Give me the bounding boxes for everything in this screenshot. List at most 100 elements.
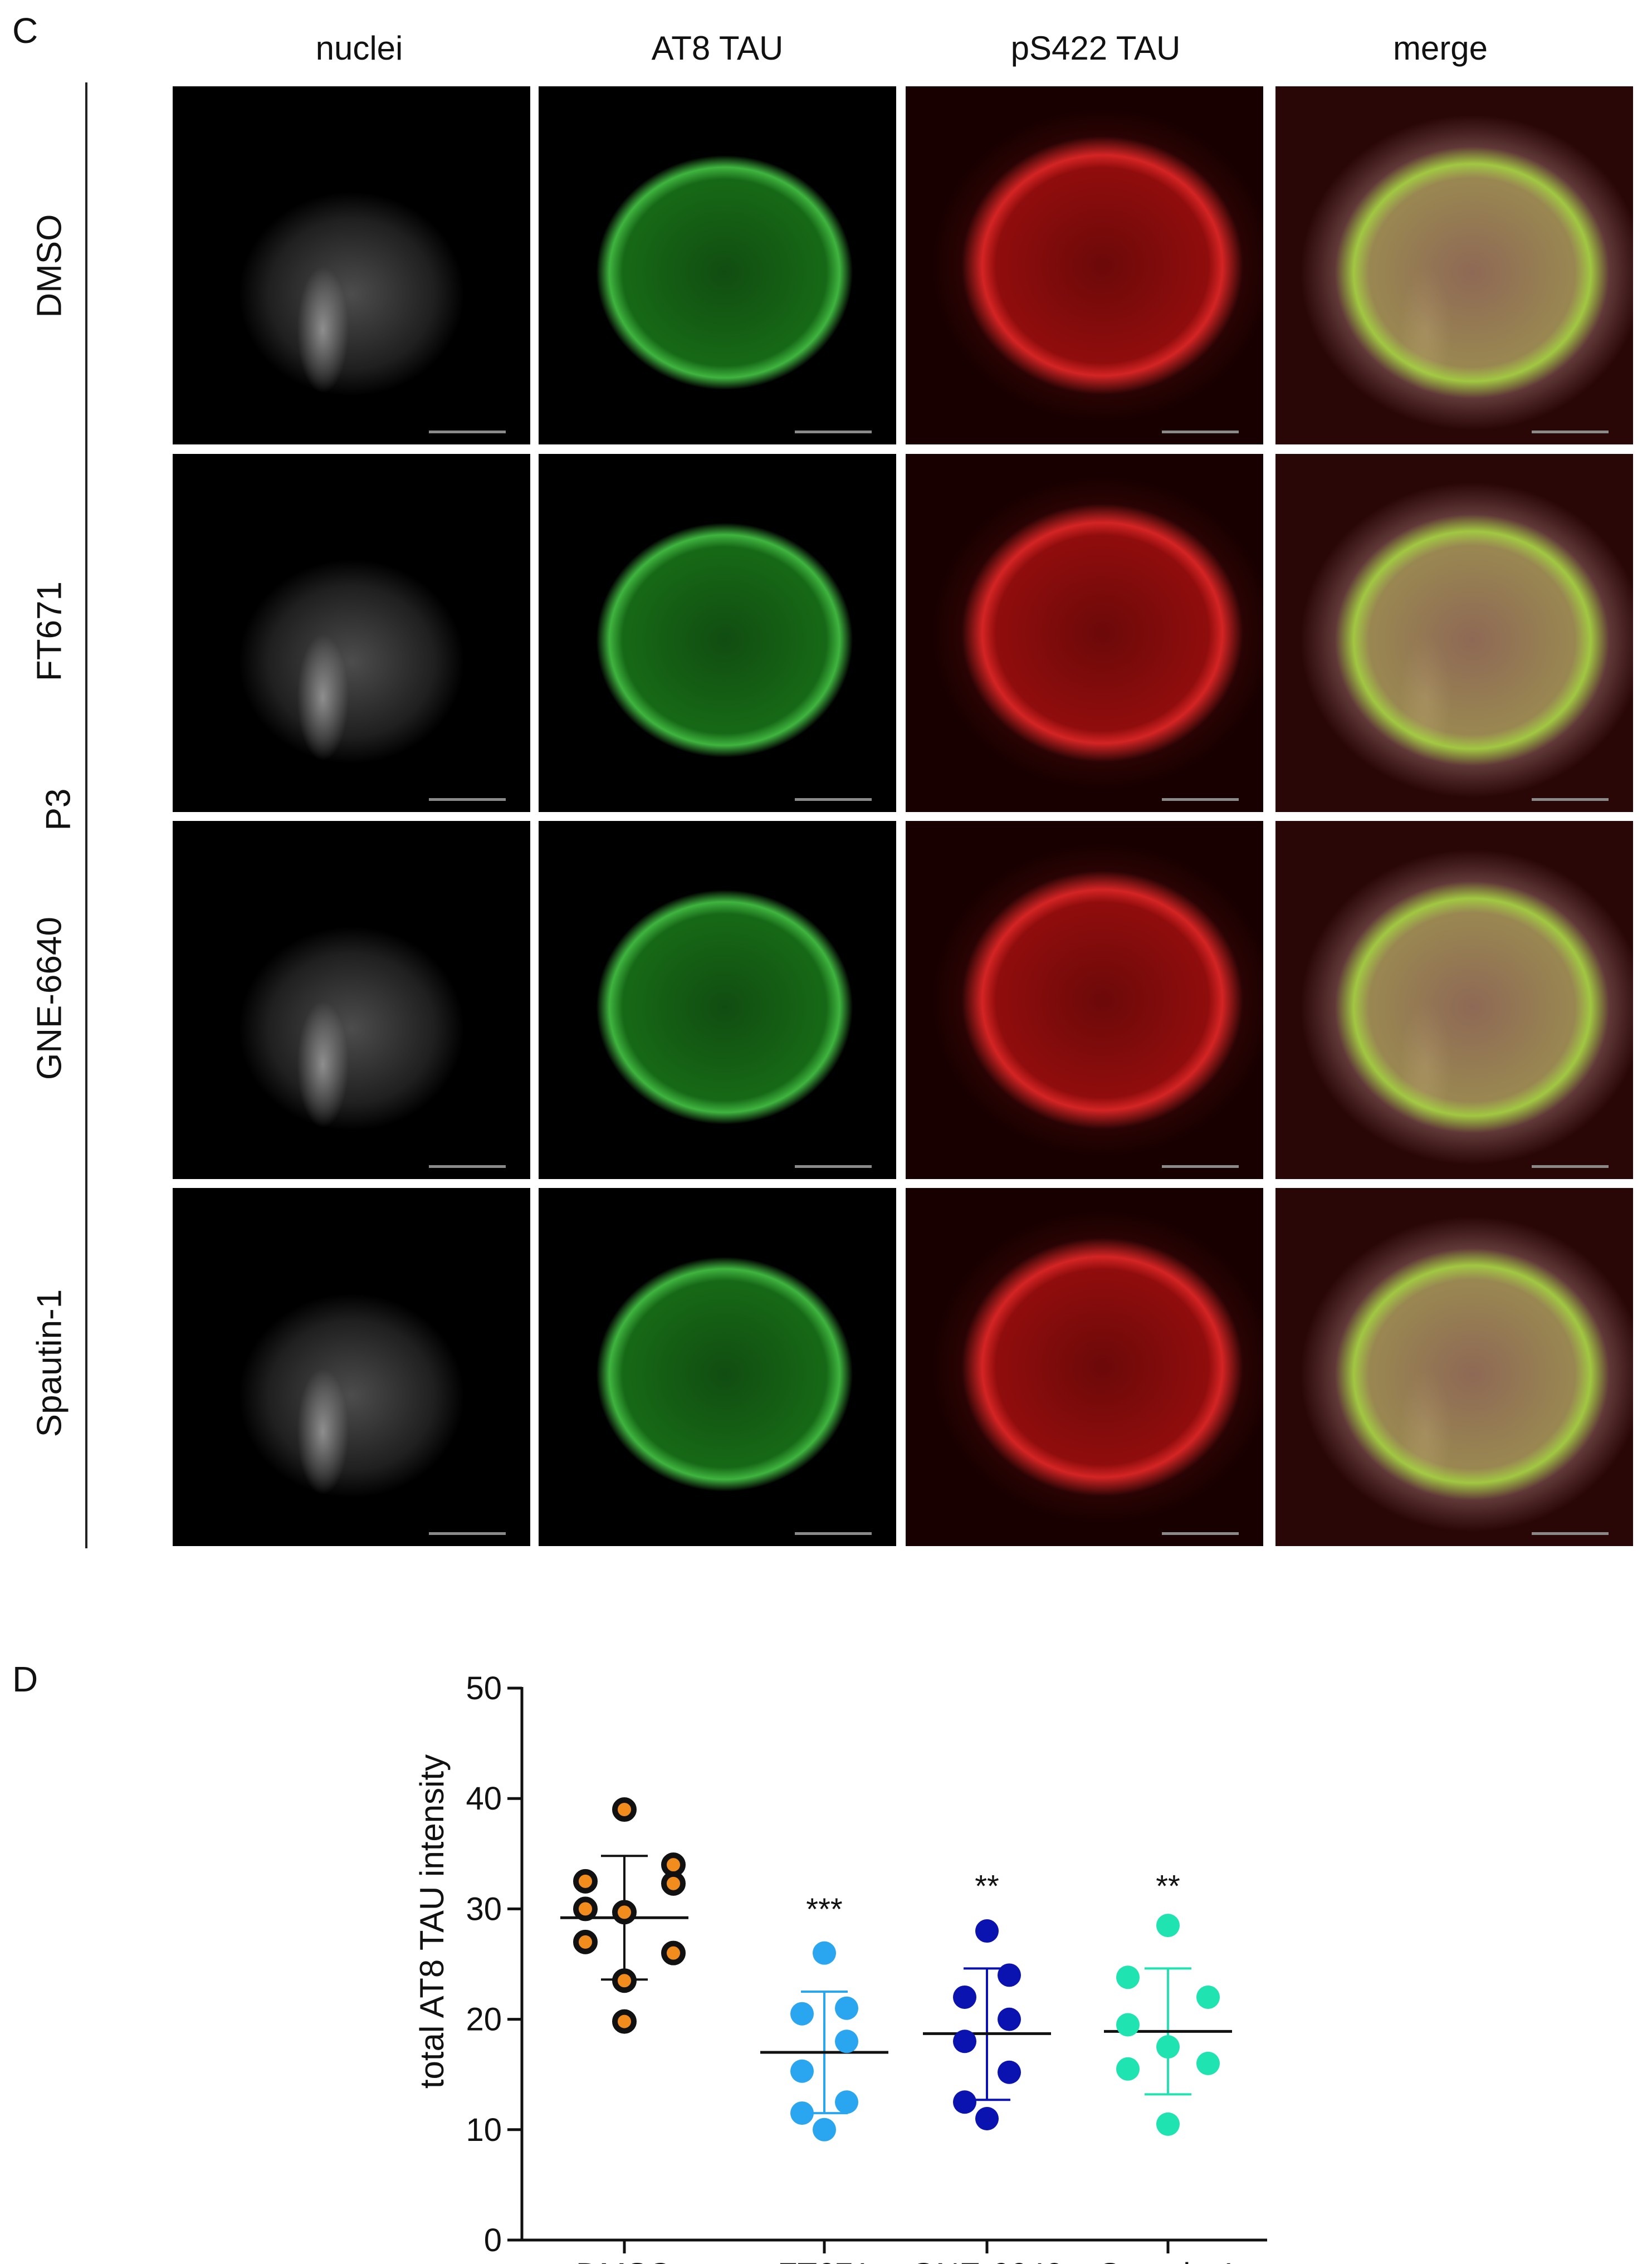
micrograph-ps422-dmso — [906, 86, 1263, 444]
micrograph-tissue-section — [173, 454, 530, 812]
micrograph-nuclei-gne-6640 — [173, 821, 530, 1179]
micrograph-tissue-section — [906, 821, 1263, 1179]
micrograph-tissue-section — [539, 454, 896, 812]
data-point-ft671 — [790, 2059, 814, 2083]
scale-bar — [795, 431, 872, 433]
data-point-dmso — [573, 1896, 598, 1921]
y-tick-label: 50 — [466, 1670, 502, 1706]
data-point-dmso — [612, 1968, 637, 1993]
x-tick-label: GNE-6640 — [911, 2257, 1063, 2264]
micrograph-tissue-section — [173, 86, 530, 444]
micrograph-tissue-section — [1275, 1188, 1633, 1546]
scale-bar — [429, 1532, 506, 1535]
micrograph-tissue-section — [539, 1188, 896, 1546]
data-point-gne-6640 — [998, 1963, 1021, 1987]
data-point-gne-6640 — [953, 1985, 976, 2009]
column-label-merge: merge — [1392, 30, 1488, 67]
data-point-ft671 — [790, 2101, 814, 2125]
micrograph-tissue-section — [539, 86, 896, 444]
data-point-spautin-1 — [1196, 1985, 1220, 2009]
scale-bar — [1162, 798, 1239, 801]
micrograph-tissue-section — [1275, 454, 1633, 812]
data-point-ft671 — [835, 1996, 858, 2020]
micrograph-ps422-ft671 — [906, 454, 1263, 812]
data-point-gne-6640 — [998, 2007, 1021, 2031]
scale-bar — [429, 1165, 506, 1168]
data-point-dmso — [612, 2009, 637, 2034]
micrograph-tissue-section — [173, 821, 530, 1179]
scale-bar — [1532, 1532, 1609, 1535]
micrograph-ps422-spautin-1 — [906, 1188, 1263, 1546]
x-tick-label: Spautin-1 — [1099, 2257, 1237, 2264]
scale-bar — [795, 1532, 872, 1535]
data-point-dmso — [661, 1940, 686, 1965]
data-point-gne-6640 — [998, 2060, 1021, 2084]
data-point-gne-6640 — [953, 2090, 976, 2114]
scale-bar — [1532, 798, 1609, 801]
data-point-ft671 — [835, 2030, 858, 2053]
micrograph-at8-gne-6640 — [539, 821, 896, 1179]
micrograph-nuclei-ft671 — [173, 454, 530, 812]
y-tick-label: 20 — [466, 2002, 502, 2038]
data-point-gne-6640 — [975, 1919, 999, 1943]
data-point-gne-6640 — [975, 2106, 999, 2130]
micrograph-merge-gne-6640 — [1275, 821, 1633, 1179]
scale-bar — [429, 431, 506, 433]
data-point-dmso — [573, 1929, 598, 1954]
significance-label: ** — [1156, 1869, 1180, 1904]
micrograph-tissue-section — [906, 454, 1263, 812]
micrograph-tissue-section — [906, 1188, 1263, 1546]
scale-bar — [1162, 1532, 1239, 1535]
micrograph-tissue-section — [539, 821, 896, 1179]
data-point-spautin-1 — [1156, 2035, 1180, 2059]
scale-bar — [795, 798, 872, 801]
micrograph-tissue-section — [173, 1188, 530, 1546]
data-point-dmso — [573, 1869, 598, 1894]
column-label-ps422-tau: pS422 TAU — [1010, 30, 1181, 67]
data-point-dmso — [612, 1797, 637, 1822]
scale-bar — [1162, 1165, 1239, 1168]
micrograph-nuclei-spautin-1 — [173, 1188, 530, 1546]
scale-bar — [1162, 431, 1239, 433]
y-axis-label: total AT8 TAU intensity — [413, 1754, 451, 2089]
x-tick-label: DMSO — [576, 2257, 673, 2264]
panel-c-letter: C — [12, 11, 38, 51]
data-point-ft671 — [790, 2002, 814, 2026]
group-bracket-line — [85, 82, 87, 1548]
micrograph-merge-ft671 — [1275, 454, 1633, 812]
y-tick-label: 40 — [466, 1781, 502, 1817]
micrograph-merge-spautin-1 — [1275, 1188, 1633, 1546]
micrograph-tissue-section — [906, 86, 1263, 444]
scale-bar — [429, 798, 506, 801]
scale-bar — [1532, 1165, 1609, 1168]
micrograph-at8-dmso — [539, 86, 896, 444]
column-label-nuclei: nuclei — [315, 30, 403, 67]
significance-label: *** — [806, 1891, 842, 1926]
chart-marks: ***** ** — [560, 1797, 1232, 2141]
data-point-spautin-1 — [1156, 2112, 1180, 2136]
panel-d-letter: D — [12, 1659, 38, 1699]
data-point-spautin-1 — [1116, 2013, 1140, 2037]
data-point-spautin-1 — [1196, 2051, 1220, 2075]
y-tick-label: 30 — [466, 1891, 502, 1927]
data-point-spautin-1 — [1156, 1914, 1180, 1938]
data-point-ft671 — [835, 2090, 858, 2114]
micrograph-at8-spautin-1 — [539, 1188, 896, 1546]
micrograph-at8-ft671 — [539, 454, 896, 812]
significance-label: ** — [975, 1869, 999, 1904]
micrograph-tissue-section — [1275, 86, 1633, 444]
data-point-dmso — [612, 1900, 637, 1925]
scale-bar — [795, 1165, 872, 1168]
scale-bar — [1532, 431, 1609, 433]
data-point-spautin-1 — [1116, 2057, 1140, 2081]
y-tick-label: 10 — [466, 2112, 502, 2148]
micrograph-nuclei-dmso — [173, 86, 530, 444]
micrograph-tissue-section — [1275, 821, 1633, 1179]
data-point-gne-6640 — [953, 2030, 976, 2053]
data-point-dmso — [661, 1871, 686, 1896]
data-point-ft671 — [813, 1941, 836, 1965]
micrograph-merge-dmso — [1275, 86, 1633, 444]
data-point-spautin-1 — [1116, 1965, 1140, 1989]
chart-axes: 0 10 20 30 40 50 DMSO FT671 GNE-6640 Spautin-1 — [466, 1670, 1267, 2264]
